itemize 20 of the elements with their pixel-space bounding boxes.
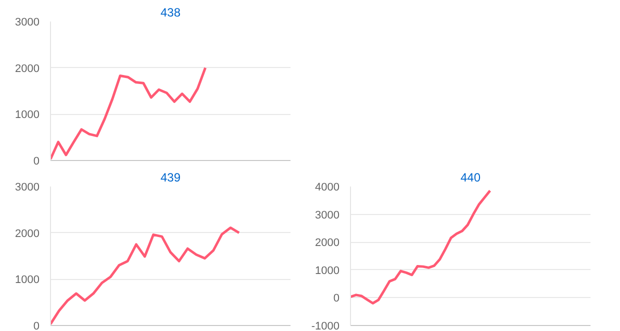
y-tick-label: 4000 (315, 182, 340, 194)
line-series (50, 226, 240, 326)
y-tick-label: 3000 (315, 209, 340, 222)
y-tick-label: 1000 (15, 109, 40, 122)
chart-title: 438 (160, 6, 181, 20)
y-tick-label: 0 (333, 292, 340, 305)
line-series (350, 189, 492, 305)
y-tick-label: 2000 (15, 62, 40, 75)
y-tick-label: 2000 (15, 228, 40, 240)
y-tick-label: 0 (33, 320, 40, 331)
y-tick-label: 3000 (15, 182, 40, 194)
y-tick-label: 3000 (15, 16, 40, 28)
y-tick-label: -1000 (311, 320, 340, 331)
chart-title: 439 (160, 170, 181, 184)
y-tick-label: 2000 (315, 237, 340, 250)
y-tick-label: 1000 (315, 264, 340, 277)
y-tick-label: 0 (33, 156, 40, 168)
y-tick-label: 1000 (15, 274, 40, 286)
line-series (50, 66, 207, 160)
chart-title: 440 (460, 170, 481, 184)
